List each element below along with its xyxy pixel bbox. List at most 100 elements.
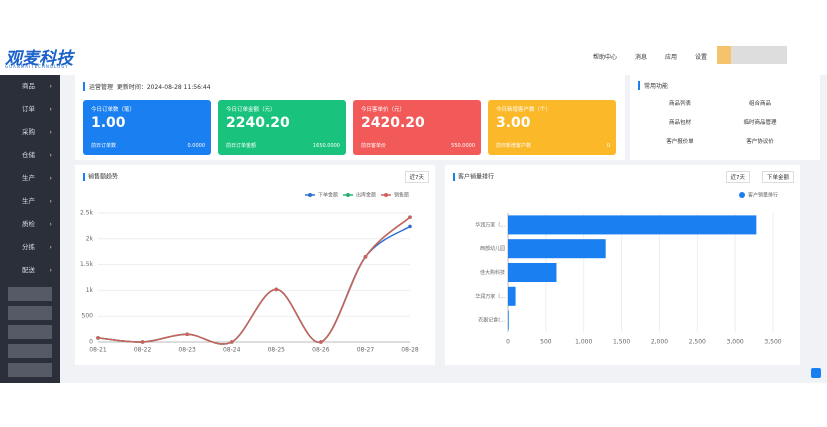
range-select[interactable]: 近7天 (725, 171, 750, 183)
title-accent (83, 173, 85, 181)
summary-panel: 运营管理 更新时间：2024-08-28 11:56:44 今日订单数（笔） 1.… (75, 75, 625, 160)
legend-label: 下单金额 (318, 192, 338, 199)
logo: 观麦科技 (5, 49, 73, 69)
line-panel: 近7天 销售额趋势 0 500 1k 1.5k 2k 2.5k 08-21 08-22 08-23… (75, 165, 435, 365)
avatar[interactable] (717, 46, 787, 64)
menu-item-blurred (8, 325, 52, 339)
menu-item: 生产 (0, 190, 60, 213)
menu-item-blurred (8, 344, 52, 358)
nav-item[interactable]: 消息 (634, 54, 647, 61)
y-tick-label: 500 (82, 313, 94, 320)
series-line (97, 225, 411, 345)
bar (508, 215, 757, 235)
y-tick-label: 华润万家（... (475, 293, 505, 300)
logo-subtitle: GUANMAITECHNOLOGY (5, 64, 69, 69)
y-tick-label: 农副记食(... (478, 317, 505, 324)
menu-item: 采购 (0, 121, 60, 144)
point (229, 340, 234, 344)
main: 运营管理 更新时间：2024-08-28 11:56:44 今日订单数（笔） 1.… (60, 75, 827, 383)
point (408, 215, 412, 219)
shortcut-item: 商品列表 (668, 101, 691, 107)
menu-item: 生产 (0, 167, 60, 190)
y-tick-label: 1k (86, 287, 94, 294)
card-value: 3.00 (496, 115, 531, 131)
menu-item-blurred (8, 363, 52, 377)
stat-card: 今日订单数（笔） 1.00 前日订单数 0.0000 (83, 100, 211, 155)
menu-item: 质检 (0, 213, 60, 236)
y-tick-label: 0 (89, 339, 93, 346)
bar (508, 262, 557, 283)
legend-label: 客户销量排行 (748, 192, 778, 199)
chart-title: 销售额趋势 (88, 173, 118, 181)
menu-item: 配送 (0, 259, 60, 282)
legend-dot (384, 193, 388, 197)
shortcuts-panel: 常用功能 商品列表 组合商品商品包材 临时商品管理客户报价单 客户协议价 (630, 75, 820, 160)
legend-dot (346, 193, 350, 197)
shortcut-item: 客户报价单 (666, 139, 694, 145)
card-value: 2240.20 (226, 115, 290, 131)
y-tick-label: 西部幼儿园 (480, 245, 505, 252)
x-tick-label: 08-21 (89, 347, 107, 354)
card-title: 今日订单金额（元） (226, 107, 276, 113)
bar (508, 286, 516, 306)
stat-card: 今日客单价（元） 2420.20 前日客单价 550.0000 (353, 100, 481, 155)
bar-panel: 近7天 下单金额 客户销量排行 0 500 1,000 1,500 2,000 2,500 3… (445, 165, 800, 365)
y-tick-label: 2.5k (80, 210, 94, 217)
x-tick-label: 2,500 (689, 339, 706, 346)
menu-item-blurred (8, 287, 52, 301)
sidebar: 商品订单采购仓储生产生产质检分拣配送 (0, 75, 60, 383)
stat-card: 今日新增客户数（个） 3.00 前日新增客户数 0 (488, 100, 616, 155)
y-tick-label: 2k (86, 235, 94, 242)
card-title: 今日客单价（元） (361, 107, 406, 113)
breadcrumb: 运营管理 更新时间：2024-08-28 11:56:44 (83, 82, 211, 91)
point (274, 287, 279, 292)
legend-label: 出库金额 (356, 192, 376, 199)
x-tick-label: 08-26 (312, 347, 330, 354)
shortcut-item: 商品包材 (668, 120, 691, 126)
menu-item: 商品 (0, 75, 60, 98)
point (363, 255, 368, 259)
shortcut-item: 客户协议价 (746, 139, 774, 145)
menu-item-blurred (8, 306, 52, 320)
title-accent (453, 173, 455, 181)
card-sub-label: 前日客单价 (361, 143, 387, 149)
bar (508, 239, 606, 259)
series-line (97, 216, 411, 345)
card-sub-value: 550.0000 (451, 143, 475, 149)
point (408, 224, 412, 229)
x-tick-label: 2,000 (651, 339, 668, 346)
card-title: 今日新增客户数（个） (496, 107, 552, 113)
series-line (97, 216, 411, 345)
y-tick-label: 1.5k (80, 261, 94, 268)
menu-item: 分拣 (0, 236, 60, 259)
x-tick-label: 08-25 (268, 347, 286, 354)
nav-item[interactable]: 应用 (664, 54, 677, 61)
range-select[interactable]: 近7天 (404, 171, 429, 183)
chat-button[interactable] (811, 368, 821, 378)
x-tick-label: 500 (540, 339, 552, 346)
card-sub-label: 前日新增客户数 (496, 143, 532, 149)
line-chart: 销售额趋势 0 500 1k 1.5k 2k 2.5k 08-21 08-22 08-23 08-2… (80, 173, 419, 354)
legend-dot (308, 193, 312, 197)
metric-select[interactable]: 下单金额 (761, 171, 794, 183)
nav-item[interactable]: 帮助中心 (592, 54, 617, 61)
point (96, 336, 100, 340)
x-tick-label: 0 (506, 339, 510, 346)
update-time: 更新时间：2024-08-28 11:56:44 (116, 84, 211, 91)
bar-chart: 客户销量排行 0 500 1,000 1,500 2,000 2,500 3,000 3,500… (453, 173, 782, 346)
x-tick-label: 08-24 (223, 347, 241, 354)
card-title: 今日订单数（笔） (91, 107, 136, 113)
x-tick-label: 1,000 (575, 339, 592, 346)
chart-title: 客户销量排行 (458, 173, 494, 181)
shortcuts-title: 常用功能 (638, 81, 668, 90)
y-tick-label: 佳大购科技 (480, 269, 505, 276)
x-tick-label: 3,500 (764, 339, 781, 346)
card-sub-value: 0 (606, 143, 610, 149)
shortcut-item: 临时商品管理 (743, 120, 777, 126)
nav-item[interactable]: 设置 (694, 54, 707, 61)
card-sub-label: 前日订单金额 (226, 143, 257, 149)
shortcut-item: 组合商品 (748, 101, 771, 107)
card-sub-label: 前日订单数 (91, 143, 117, 149)
card-sub-value: 1650.0000 (312, 143, 340, 149)
